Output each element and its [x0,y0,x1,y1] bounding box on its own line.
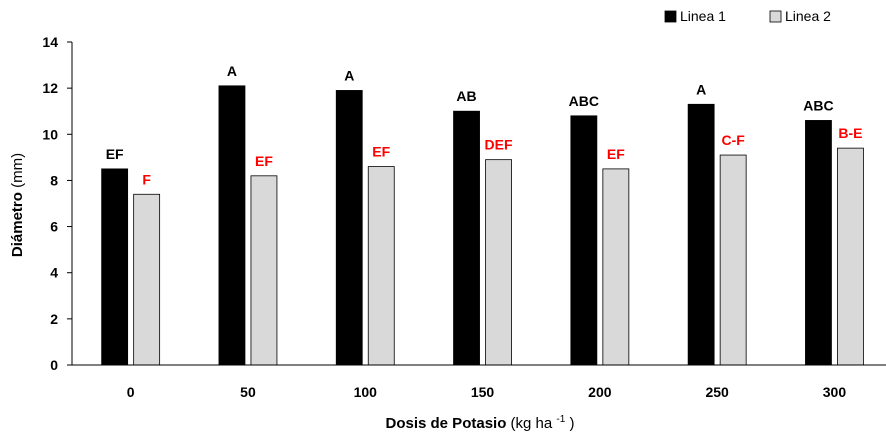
data-label: F [142,171,151,187]
y-tick-label: 2 [50,311,58,327]
y-tick-label: 12 [42,80,58,96]
bar-linea-2 [837,147,864,366]
y-tick-label: 0 [50,357,58,373]
bar-linea-2 [485,159,512,366]
data-label: DEF [485,137,513,153]
x-axis-title: Dosis de Potasio (kg ha -1 ) [386,409,575,432]
x-tick-label: 200 [588,384,612,400]
bar-linea-2 [133,193,161,366]
bar-linea-1 [453,110,480,366]
y-tick-label: 10 [42,126,58,142]
y-axis-title: Diámetro (mm) [9,153,26,257]
data-label: A [227,63,237,79]
data-label: A [344,67,354,83]
bar-linea-1 [687,103,715,366]
x-tick-label: 150 [471,384,495,400]
x-tick-label: 250 [705,384,729,400]
bar-linea-1 [570,115,598,366]
bar-linea-2 [719,154,747,366]
x-tick-label: 50 [240,384,256,400]
y-tick-label: 4 [50,265,58,281]
x-tick-label: 100 [354,384,378,400]
bar-linea-1 [805,120,832,366]
data-label: EF [607,146,625,162]
y-tick-label: 14 [42,34,58,50]
legend: Linea 1 Linea 2 [664,8,831,24]
data-label: A [696,81,706,97]
data-label: ABC [569,93,599,109]
y-tick-label: 8 [50,172,58,188]
y-tick-label: 6 [50,219,58,235]
bar-linea-2 [602,168,630,366]
bars: EF F A EF A EF AB DEF ABC EF A C-F ABC B-E [101,63,864,366]
bar-linea-2 [367,166,395,366]
legend-label: Linea 2 [785,8,831,24]
data-label: EF [372,144,390,160]
legend-swatch [769,10,782,23]
bar-linea-1 [335,90,363,366]
legend-swatch [664,10,677,23]
data-label: B-E [838,125,862,141]
x-axis: 0 50 100 150 200 250 300 [72,364,886,400]
bar-linea-1 [101,168,129,366]
bar-linea-2 [250,175,278,366]
data-label: C-F [721,132,745,148]
data-label: EF [255,153,273,169]
bar-linea-1 [218,85,246,366]
data-label: ABC [803,97,833,113]
legend-label: Linea 1 [680,8,726,24]
y-axis: 0 2 4 6 8 10 12 14 [42,34,73,373]
x-tick-label: 0 [127,384,135,400]
data-label: EF [106,146,124,162]
x-tick-label: 300 [823,384,847,400]
data-label: AB [456,88,476,104]
